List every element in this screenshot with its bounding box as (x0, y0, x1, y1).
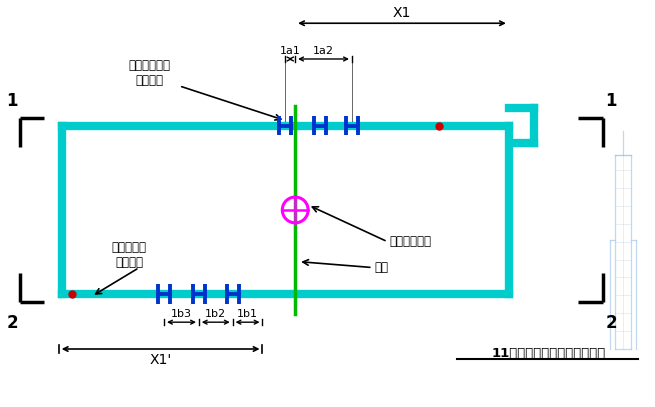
Text: 1a1: 1a1 (280, 46, 301, 56)
Text: 1: 1 (605, 92, 617, 109)
Text: 红外线投线仪: 红外线投线仪 (390, 235, 432, 248)
Text: X1: X1 (393, 6, 411, 20)
Text: 2: 2 (7, 314, 18, 332)
Text: 激光: 激光 (375, 261, 388, 274)
Text: 1b2: 1b2 (205, 309, 227, 319)
Text: 1b1: 1b1 (237, 309, 258, 319)
Text: 1: 1 (7, 92, 18, 109)
Text: 1b3: 1b3 (171, 309, 192, 319)
Text: 2: 2 (605, 314, 617, 332)
Text: 1a2: 1a2 (313, 46, 334, 56)
Text: X1': X1' (149, 353, 172, 367)
Text: 11层预留套管定位平面示意图: 11层预留套管定位平面示意图 (491, 347, 606, 360)
Text: 套管预留位置
（余同）: 套管预留位置 （余同） (128, 59, 170, 87)
Text: 土建基准线
（余同）: 土建基准线 （余同） (112, 241, 147, 269)
